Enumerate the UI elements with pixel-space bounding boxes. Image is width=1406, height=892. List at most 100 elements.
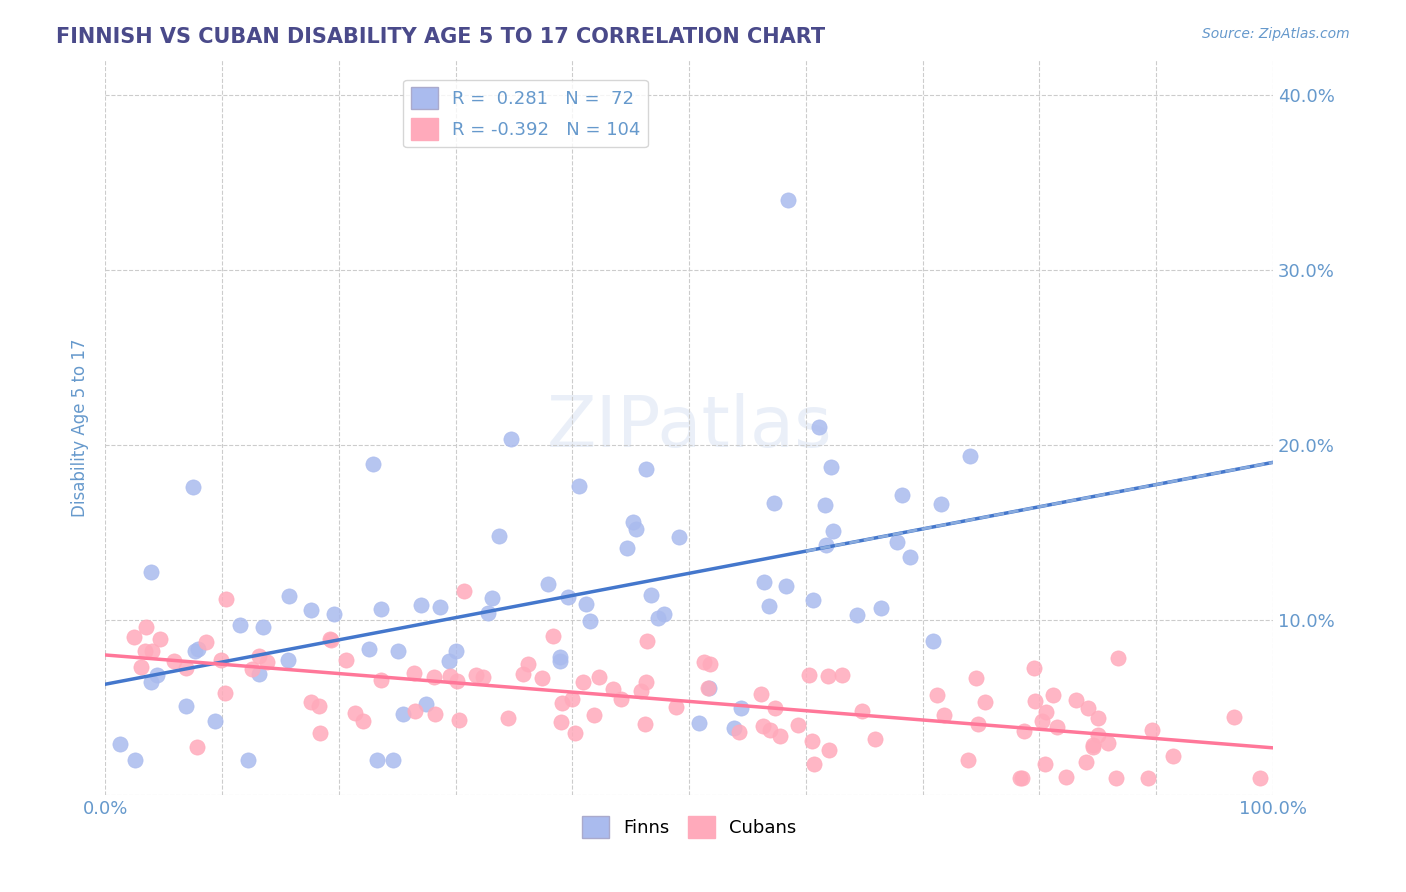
Point	[550, 650, 572, 665]
Point	[149, 632, 172, 646]
Point	[557, 590, 579, 604]
Point	[1105, 771, 1128, 785]
Point	[1046, 720, 1069, 734]
Point	[319, 633, 342, 648]
Point	[886, 535, 908, 549]
Text: FINNISH VS CUBAN DISABILITY AGE 5 TO 17 CORRELATION CHART: FINNISH VS CUBAN DISABILITY AGE 5 TO 17 …	[56, 27, 825, 46]
Point	[967, 717, 990, 731]
Point	[1042, 689, 1064, 703]
Point	[359, 641, 381, 656]
Point	[763, 496, 786, 510]
Point	[616, 541, 638, 555]
Point	[215, 591, 238, 606]
Point	[891, 488, 914, 502]
Point	[163, 653, 186, 667]
Point	[1097, 736, 1119, 750]
Point	[209, 652, 232, 666]
Point	[1022, 661, 1045, 675]
Point	[1054, 770, 1077, 784]
Point	[135, 620, 157, 634]
Point	[236, 753, 259, 767]
Point	[446, 674, 468, 689]
Point	[512, 667, 534, 681]
Point	[808, 419, 831, 434]
Point	[477, 607, 499, 621]
Point	[636, 462, 658, 476]
Point	[775, 579, 797, 593]
Point	[959, 450, 981, 464]
Point	[1087, 728, 1109, 742]
Point	[252, 620, 274, 634]
Point	[370, 673, 392, 687]
Point	[134, 644, 156, 658]
Point	[851, 704, 873, 718]
Point	[1014, 723, 1036, 738]
Point	[176, 661, 198, 675]
Point	[934, 707, 956, 722]
Text: Source: ZipAtlas.com: Source: ZipAtlas.com	[1202, 27, 1350, 41]
Point	[668, 530, 690, 544]
Point	[925, 688, 948, 702]
Point	[186, 739, 208, 754]
Point	[588, 670, 610, 684]
Point	[361, 457, 384, 471]
Point	[787, 718, 810, 732]
Point	[647, 611, 669, 625]
Point	[1033, 756, 1056, 771]
Point	[696, 681, 718, 695]
Point	[965, 671, 987, 685]
Point	[423, 706, 446, 721]
Point	[187, 642, 209, 657]
Point	[561, 692, 583, 706]
Point	[863, 732, 886, 747]
Point	[139, 675, 162, 690]
Point	[846, 608, 869, 623]
Point	[814, 499, 837, 513]
Point	[131, 660, 153, 674]
Point	[778, 193, 800, 207]
Point	[1136, 771, 1159, 785]
Point	[391, 706, 413, 721]
Point	[821, 524, 844, 538]
Point	[110, 737, 132, 751]
Point	[636, 634, 658, 648]
Point	[799, 667, 821, 681]
Point	[122, 630, 145, 644]
Point	[640, 588, 662, 602]
Point	[626, 522, 648, 536]
Point	[517, 657, 540, 671]
Point	[579, 614, 602, 628]
Point	[665, 700, 688, 714]
Y-axis label: Disability Age 5 to 17: Disability Age 5 to 17	[72, 338, 89, 516]
Point	[1035, 705, 1057, 719]
Point	[409, 598, 432, 612]
Point	[820, 460, 842, 475]
Point	[195, 635, 218, 649]
Point	[898, 549, 921, 564]
Point	[444, 644, 467, 658]
Point	[472, 670, 495, 684]
Point	[800, 734, 823, 748]
Point	[610, 692, 633, 706]
Point	[184, 644, 207, 658]
Point	[366, 753, 388, 767]
Point	[636, 675, 658, 690]
Point	[423, 670, 446, 684]
Point	[174, 698, 197, 713]
Point	[817, 669, 839, 683]
Point	[299, 602, 322, 616]
Point	[370, 602, 392, 616]
Point	[929, 497, 952, 511]
Point	[1074, 755, 1097, 769]
Point	[488, 529, 510, 543]
Point	[240, 662, 263, 676]
Point	[323, 607, 346, 622]
Point	[654, 607, 676, 622]
Point	[447, 713, 470, 727]
Point	[817, 743, 839, 757]
Point	[688, 716, 710, 731]
Point	[922, 634, 945, 648]
Point	[1087, 711, 1109, 725]
Point	[387, 644, 409, 658]
Point	[343, 706, 366, 721]
